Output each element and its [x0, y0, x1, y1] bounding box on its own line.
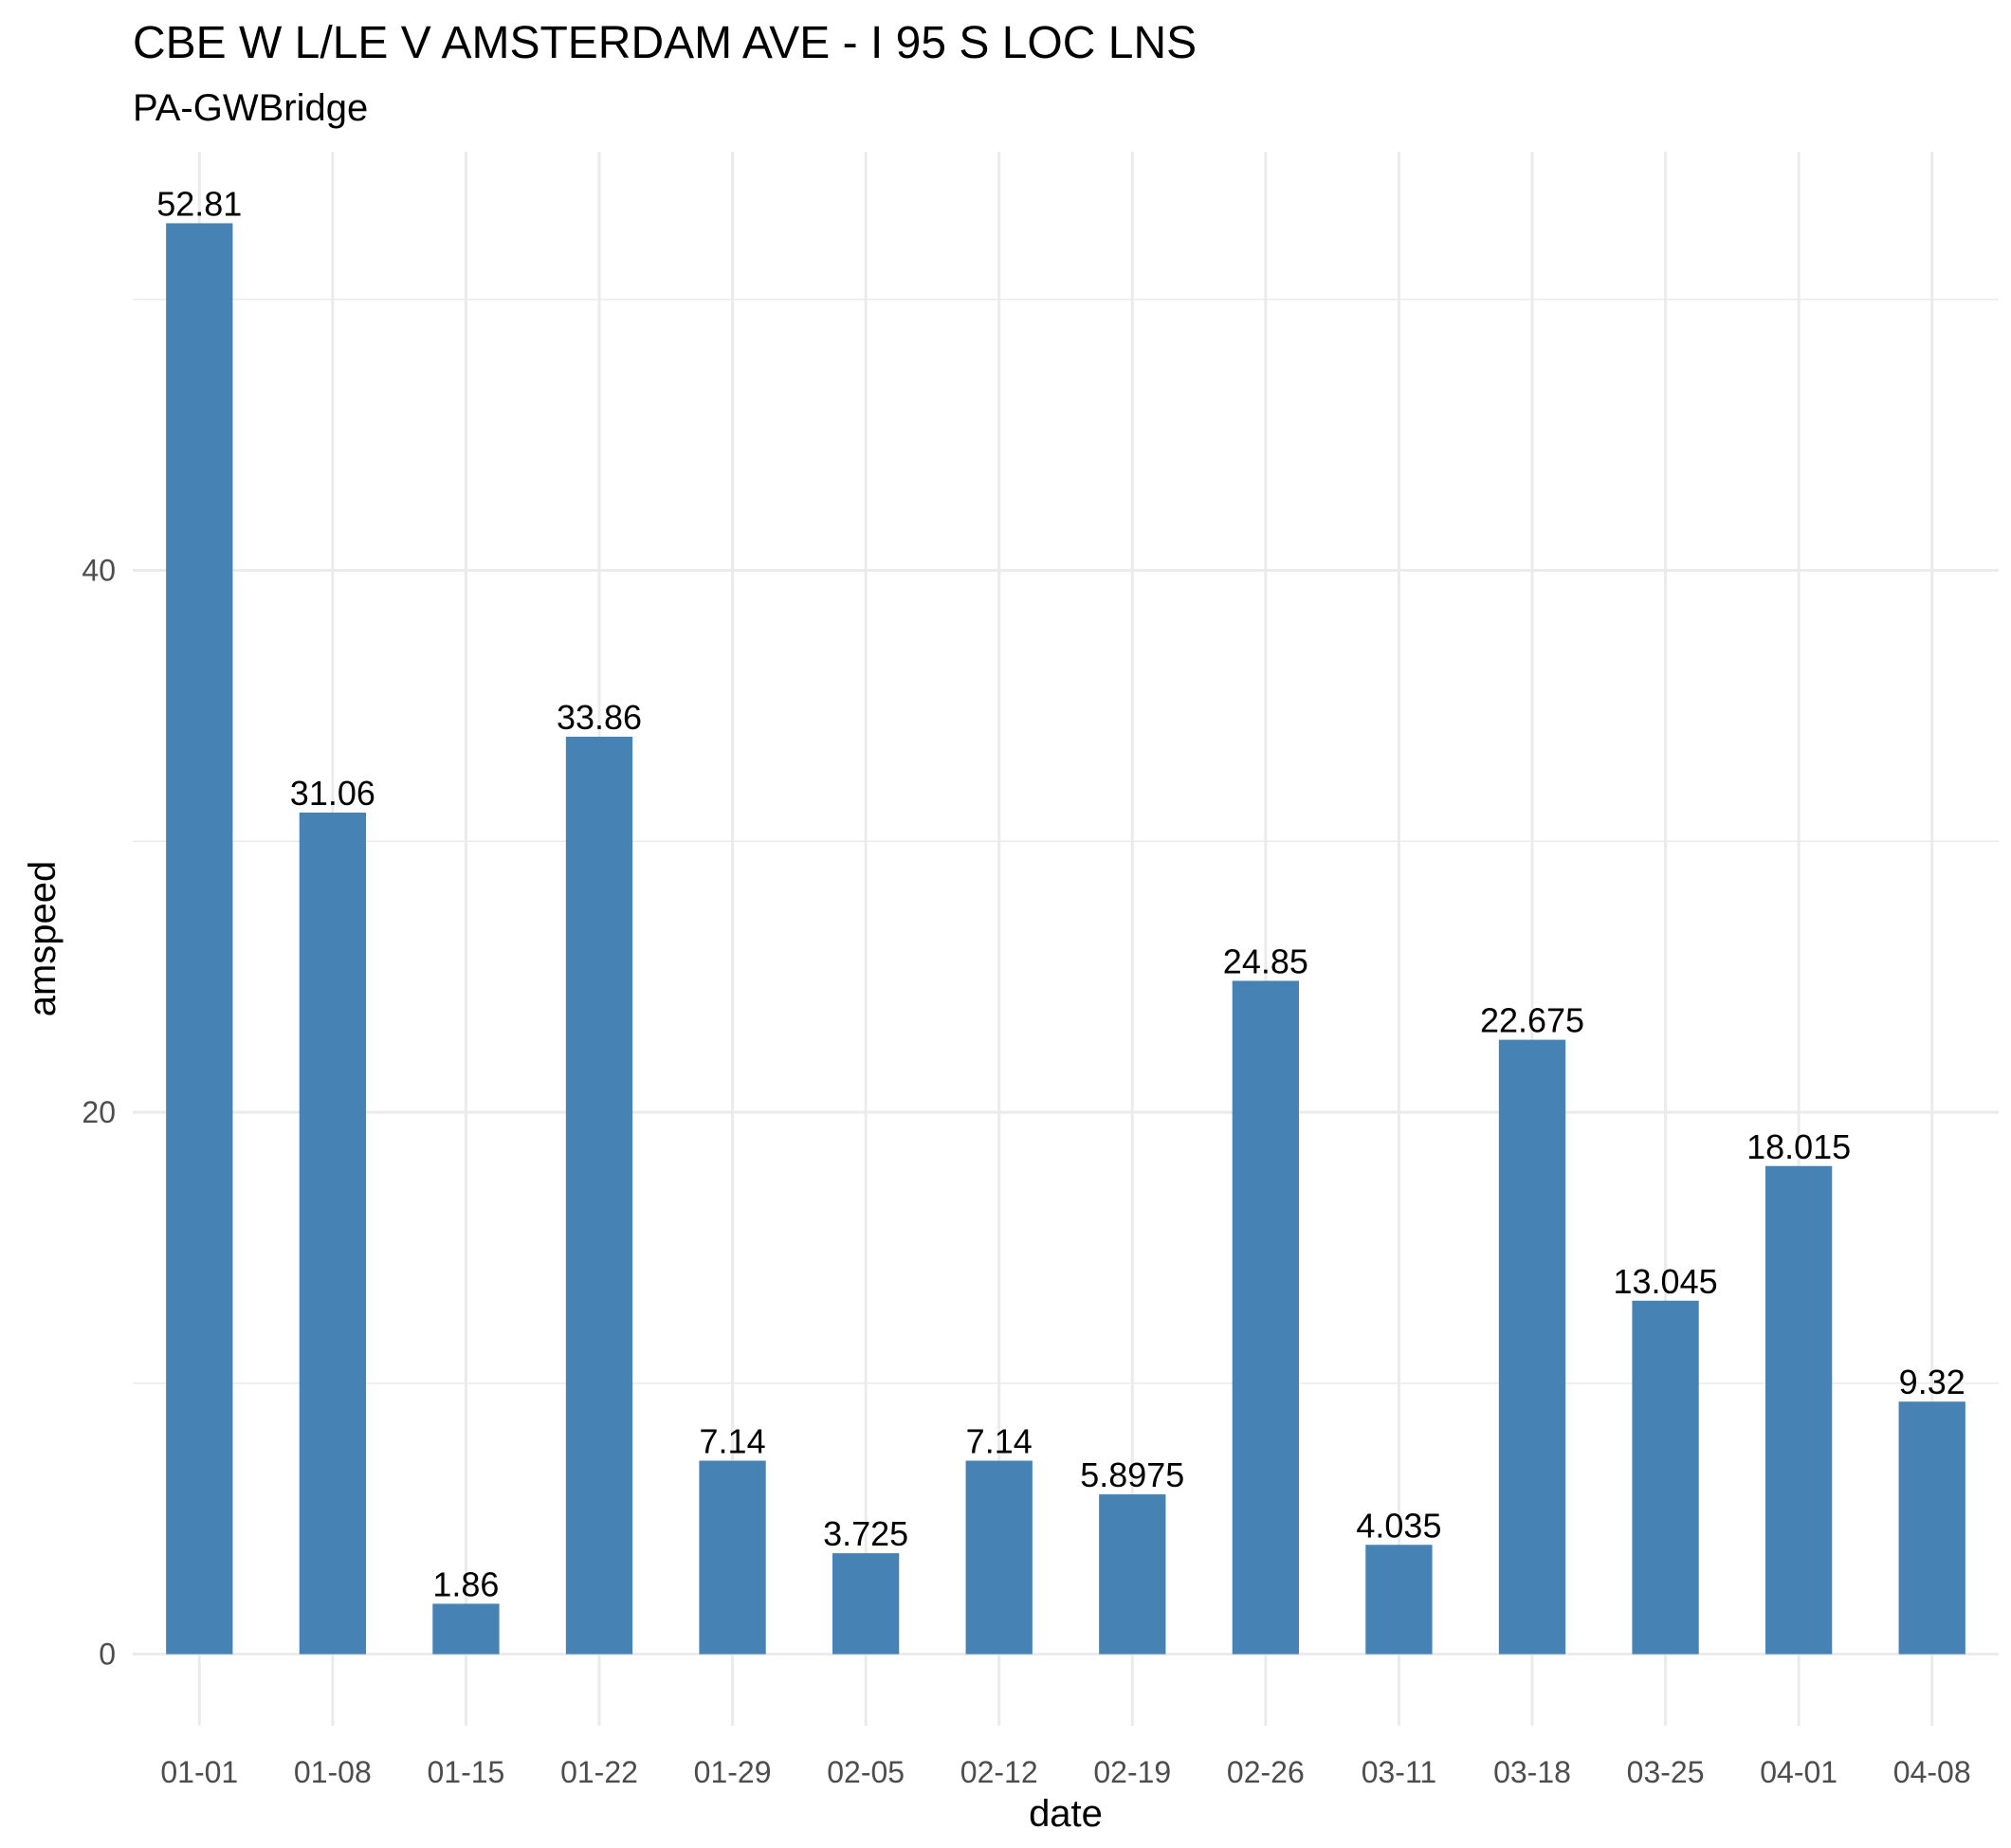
data-label: 33.86	[557, 698, 642, 737]
data-label: 22.675	[1480, 1001, 1584, 1040]
major-gridlines	[133, 152, 1999, 1726]
x-tick-label: 02-05	[827, 1755, 905, 1789]
x-tick-label: 03-18	[1493, 1755, 1571, 1789]
data-label: 7.14	[700, 1422, 766, 1461]
data-label: 5.8975	[1080, 1455, 1184, 1494]
bar	[1498, 1039, 1566, 1655]
x-tick-label: 04-08	[1893, 1755, 1971, 1789]
bars	[166, 223, 1965, 1655]
y-tick-label: 40	[82, 554, 116, 588]
x-tick-label: 01-08	[294, 1755, 372, 1789]
data-label: 31.06	[290, 774, 375, 813]
chart-title: CBE W L/LE V AMSTERDAM AVE - I 95 S LOC …	[133, 18, 1197, 68]
x-tick-label: 01-22	[560, 1755, 638, 1789]
data-label: 4.035	[1356, 1506, 1441, 1545]
x-axis-ticks: 01-01 01-08 01-15 01-22 01-29 02-05 02-12 02-19…	[160, 1755, 1970, 1789]
x-tick-label: 01-15	[428, 1755, 505, 1789]
data-label: 13.045	[1614, 1262, 1718, 1301]
bar	[299, 812, 366, 1655]
data-label: 18.015	[1746, 1127, 1851, 1166]
bar	[432, 1603, 500, 1655]
bar	[965, 1460, 1033, 1655]
bar	[1099, 1494, 1166, 1655]
x-tick-label: 01-01	[160, 1755, 238, 1789]
y-axis-title: amspeed	[22, 861, 64, 1017]
y-axis-ticks: 0 20 40	[82, 554, 116, 1672]
x-tick-label: 02-12	[960, 1755, 1038, 1789]
x-tick-label: 03-11	[1362, 1755, 1436, 1789]
x-tick-label: 02-26	[1227, 1755, 1305, 1789]
data-label: 9.32	[1899, 1363, 1965, 1401]
data-label: 52.81	[156, 184, 242, 223]
bar	[832, 1553, 900, 1655]
y-tick-label: 0	[99, 1638, 116, 1672]
bar	[699, 1460, 766, 1655]
bar	[1898, 1401, 1965, 1655]
x-tick-label: 03-25	[1627, 1755, 1705, 1789]
data-labels: 52.81 31.06 1.86 33.86 7.14 3.725 7.14 5.8975 24…	[156, 184, 1965, 1603]
data-label: 3.725	[823, 1514, 908, 1553]
bar	[1365, 1545, 1433, 1655]
data-label: 7.14	[966, 1422, 1033, 1461]
y-tick-label: 20	[82, 1095, 116, 1129]
data-label: 24.85	[1223, 942, 1308, 980]
bar	[1765, 1165, 1833, 1655]
chart-subtitle: PA-GWBridge	[133, 87, 369, 129]
x-axis-title: date	[1029, 1793, 1103, 1835]
bar	[1232, 980, 1299, 1655]
x-tick-label: 04-01	[1760, 1755, 1837, 1789]
bar	[166, 223, 233, 1655]
x-tick-label: 01-29	[694, 1755, 772, 1789]
bar	[565, 736, 633, 1655]
bar	[1632, 1300, 1699, 1655]
minor-gridlines	[133, 298, 1999, 1384]
x-tick-label: 02-19	[1093, 1755, 1171, 1789]
data-label: 1.86	[432, 1564, 499, 1603]
